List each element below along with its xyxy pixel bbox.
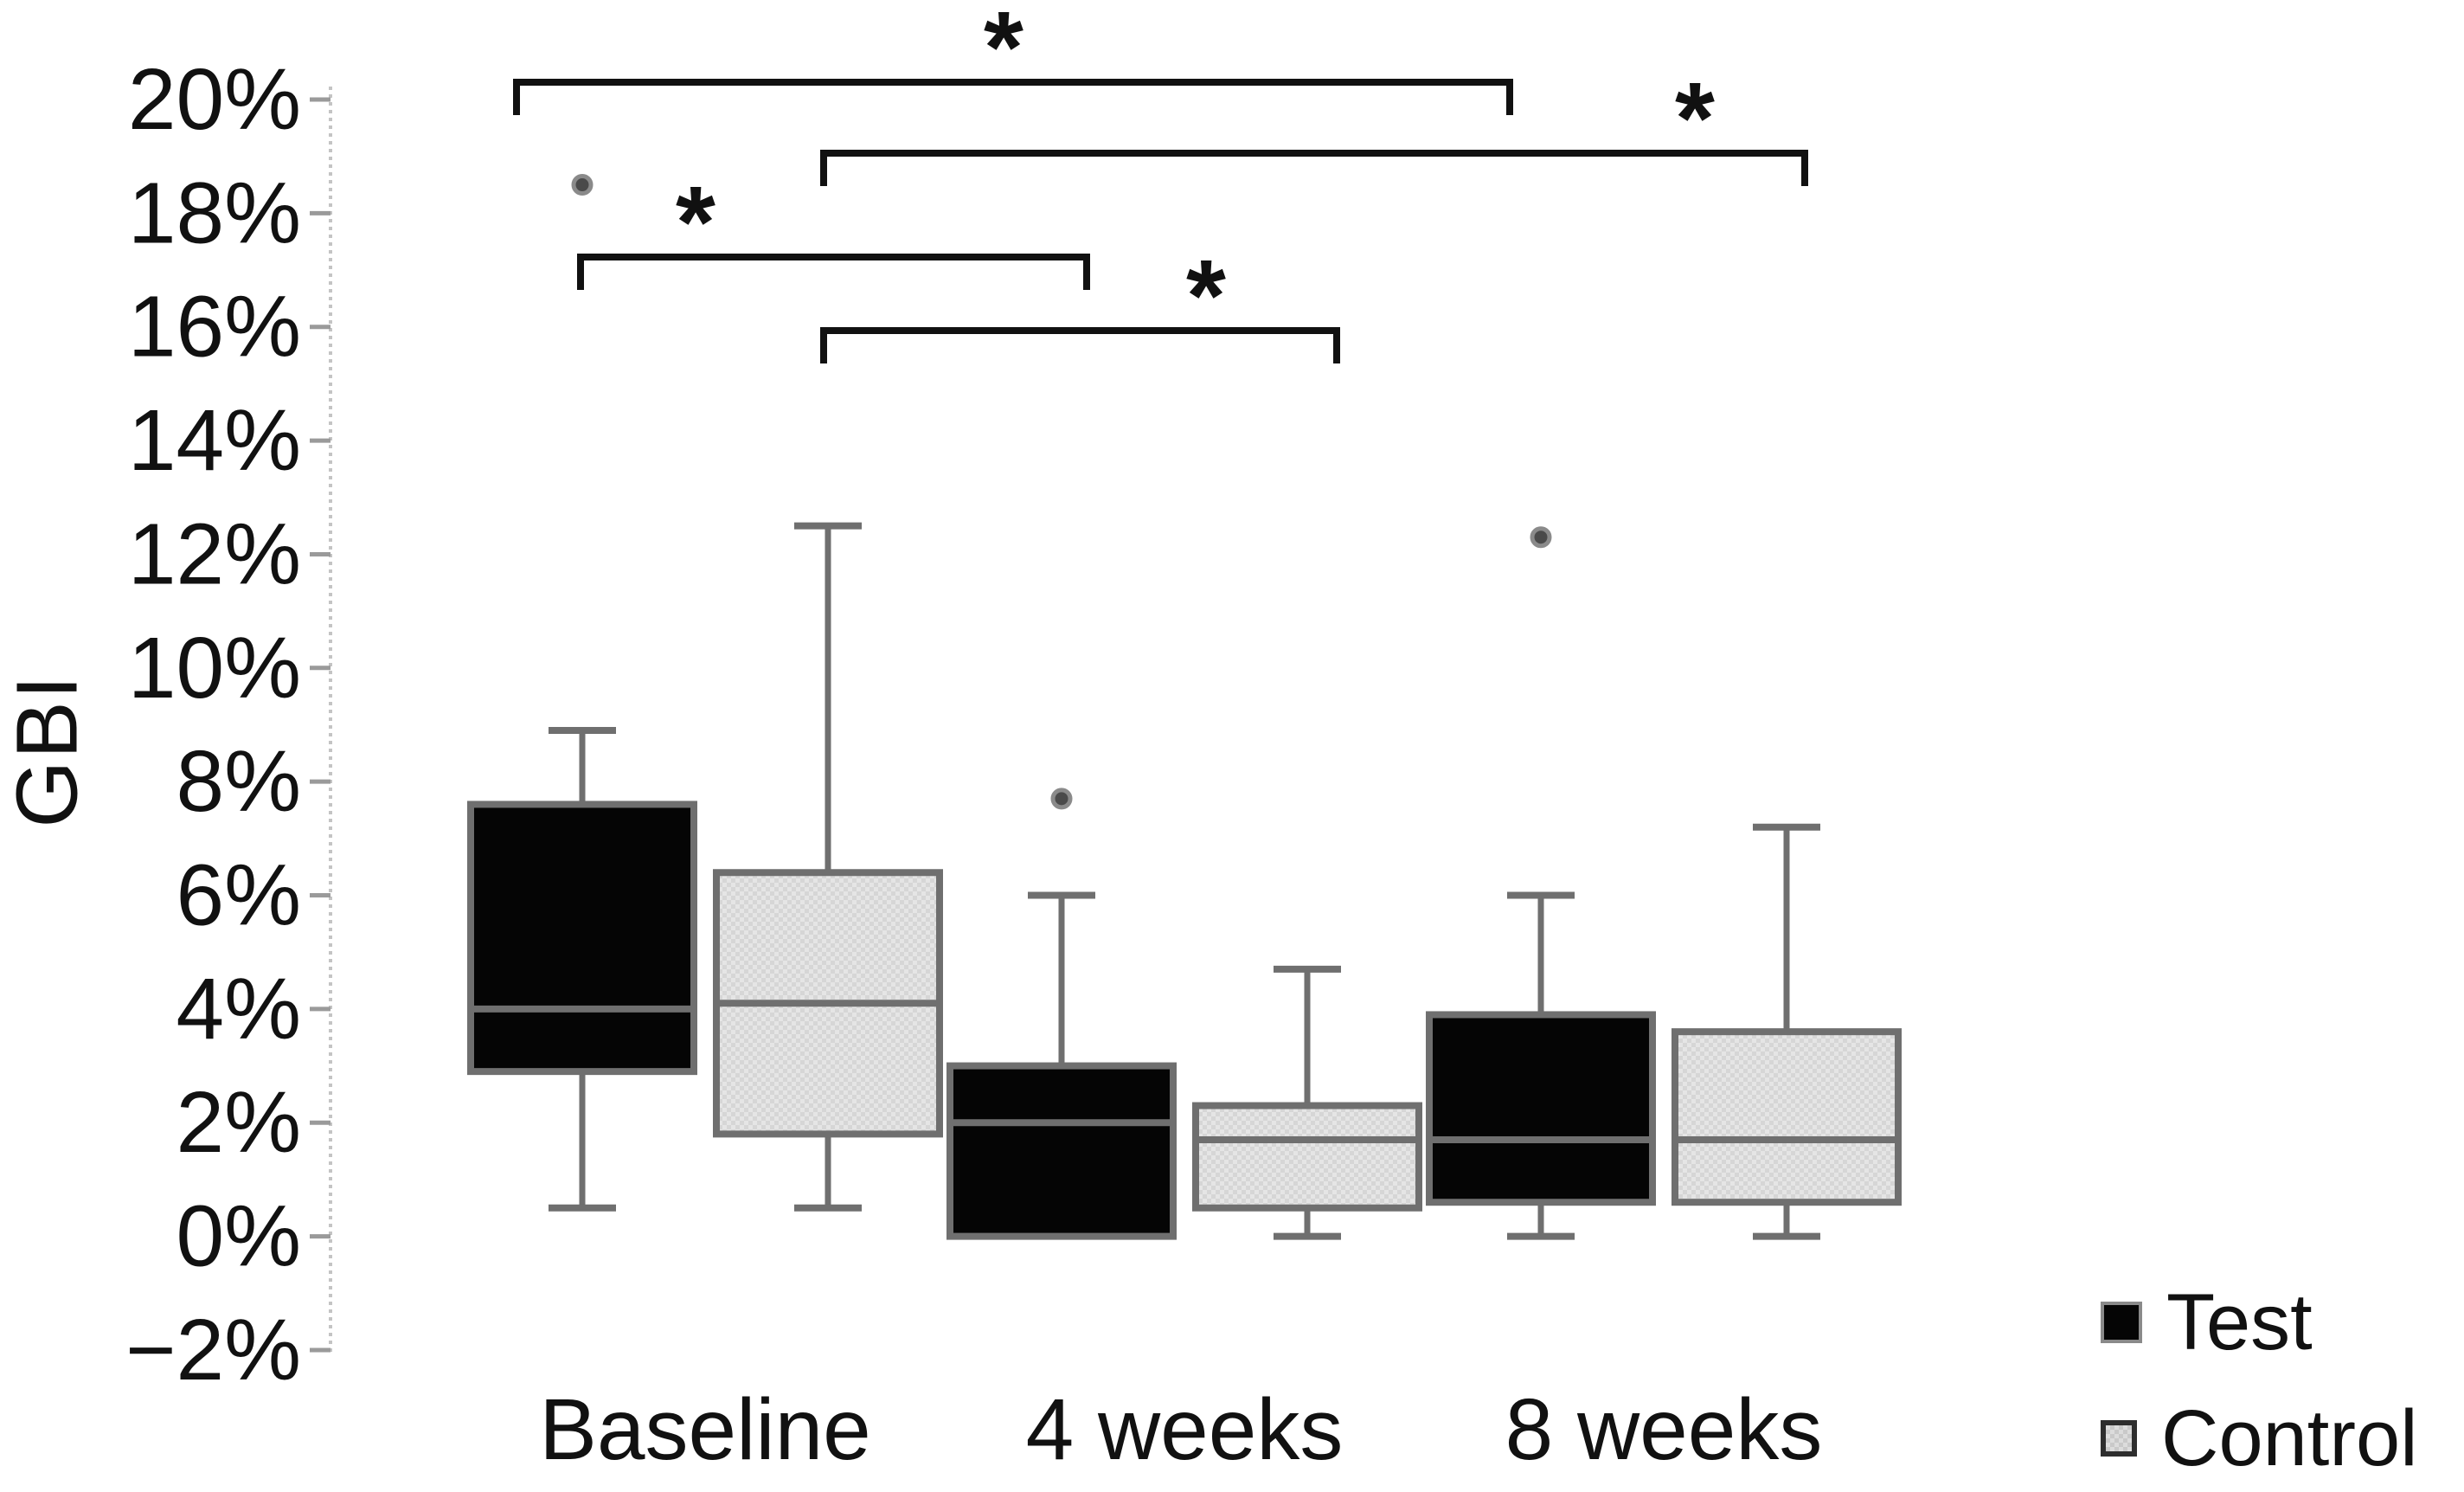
y-tick-label: 4%: [176, 961, 301, 1058]
test-2-box: [1426, 1011, 1656, 1206]
significance-bracket: [820, 150, 1808, 186]
legend-item-control: Control: [2101, 1399, 2418, 1478]
control-2-box: [1672, 1028, 1902, 1206]
test-2-outlier: [1530, 526, 1552, 549]
test-1-outlier: [1050, 788, 1073, 810]
y-tick-label: 12%: [128, 505, 301, 602]
x-category-label-8-weeks: 8 weeks: [1505, 1381, 1823, 1478]
legend-item-test: Test: [2101, 1283, 2418, 1362]
y-tick-label: 10%: [128, 620, 301, 717]
significance-asterisk: *: [984, 0, 1023, 105]
significance-bracket: [577, 254, 1090, 290]
y-tick-label: 2%: [176, 1074, 301, 1171]
control-1-box: [1192, 1102, 1422, 1212]
y-tick-label: −2%: [125, 1302, 301, 1399]
test-0-box: [467, 801, 697, 1076]
y-tick-label: 6%: [176, 847, 301, 944]
legend: Test Control: [2101, 1283, 2418, 1478]
y-tick-label: 18%: [128, 164, 301, 261]
x-category-label-4-weeks: 4 weeks: [1026, 1381, 1344, 1478]
significance-asterisk: *: [676, 165, 715, 280]
test-series-swatch: [2101, 1302, 2142, 1343]
test-1-box: [946, 1062, 1177, 1240]
significance-bracket: [820, 327, 1340, 363]
y-tick-label: 20%: [128, 51, 301, 148]
test-0-outlier: [571, 174, 594, 196]
x-category-label-baseline: Baseline: [539, 1381, 871, 1478]
legend-label-test: Test: [2166, 1278, 2313, 1367]
y-tick-label: 8%: [176, 733, 301, 830]
y-tick-label: 0%: [176, 1188, 301, 1285]
control-series-swatch: [2101, 1420, 2137, 1457]
y-tick-label: 14%: [128, 392, 301, 489]
significance-asterisk: *: [1186, 239, 1226, 353]
significance-bracket: [513, 79, 1513, 115]
legend-label-control: Control: [2161, 1394, 2418, 1482]
significance-asterisk: *: [1675, 61, 1715, 176]
y-tick-label: 16%: [128, 279, 301, 376]
